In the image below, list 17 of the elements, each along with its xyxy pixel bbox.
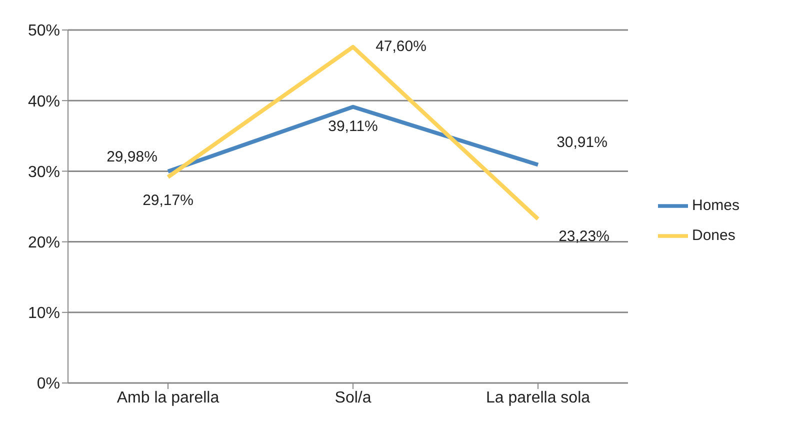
y-tick-label: 40% bbox=[28, 93, 60, 110]
x-tick-label: Amb la parella bbox=[116, 389, 220, 406]
y-tick-label: 30% bbox=[28, 164, 60, 181]
data-label: 47,60% bbox=[376, 38, 426, 55]
x-tick-label: La parella sola bbox=[486, 389, 590, 406]
legend-label: Dones bbox=[692, 226, 736, 244]
y-tick-label: 50% bbox=[28, 22, 60, 40]
data-label: 39,11% bbox=[328, 118, 378, 135]
data-label: 29,98% bbox=[106, 148, 158, 166]
data-label: 30,91% bbox=[556, 134, 608, 151]
data-label: 23,23% bbox=[558, 228, 610, 245]
y-tick-label: 20% bbox=[28, 234, 60, 252]
y-tick-label: 10% bbox=[28, 305, 60, 322]
x-tick-label: Sol/a bbox=[334, 389, 372, 406]
y-tick-label: 0% bbox=[36, 376, 60, 393]
legend-label: Homes bbox=[692, 196, 740, 214]
data-label: 29,17% bbox=[142, 192, 194, 210]
